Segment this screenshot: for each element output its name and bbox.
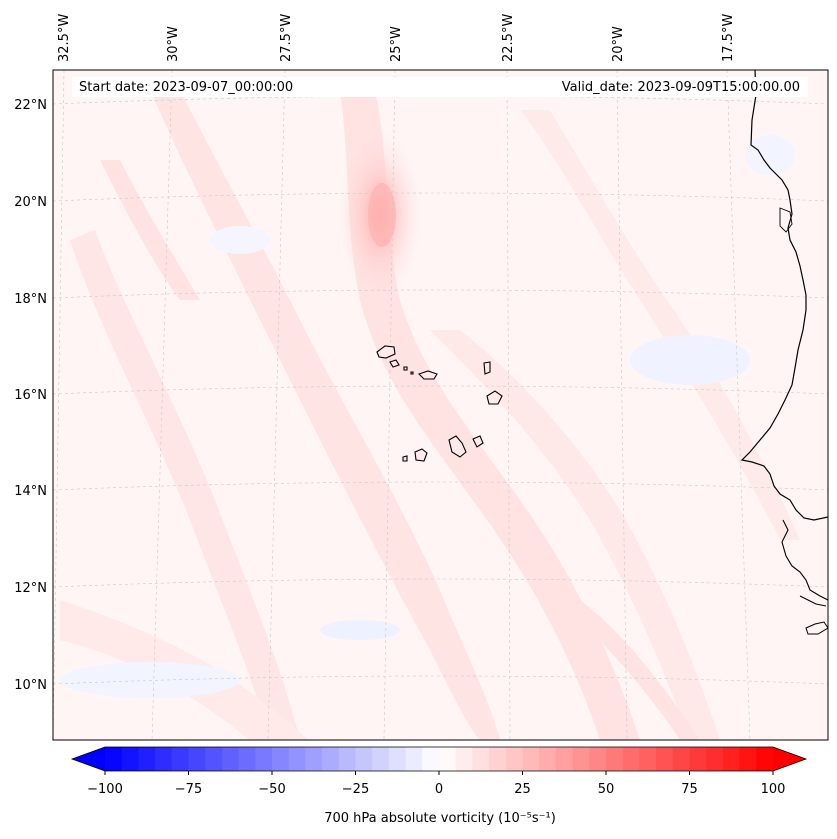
lon-label: 27.5°W (279, 14, 294, 62)
colorbar-segment (439, 747, 457, 771)
colorbar-tick-label: 25 (514, 782, 531, 797)
colorbar-segment (756, 747, 774, 771)
colorbar-segment (555, 747, 574, 771)
colorbar-segment (138, 747, 156, 771)
colorbar-tick-label: 0 (435, 782, 443, 797)
colorbar-segment (355, 747, 373, 771)
gridlines (53, 70, 828, 740)
lat-label: 14°N (14, 484, 47, 499)
colorbar-segment (105, 747, 123, 771)
colorbar-segment (305, 747, 323, 771)
colorbar-segment (722, 747, 741, 771)
colorbar-segment (422, 747, 440, 771)
colorbar-segment (338, 747, 356, 771)
lat-label: 10°N (14, 678, 47, 693)
colorbar-segment (672, 747, 690, 771)
colorbar-segment (505, 747, 523, 771)
colorbar-label: 700 hPa absolute vorticity (10⁻⁵s⁻¹) (324, 811, 556, 826)
info-box (72, 77, 808, 97)
lat-label: 22°N (14, 98, 47, 113)
colorbar-segment (288, 747, 306, 771)
colorbar: −100 −75 −50 −25 0 25 50 75 100 700 hPa absolute… (70, 746, 808, 826)
colorbar-tick-label: 75 (681, 782, 698, 797)
colorbar-segment (372, 747, 390, 771)
lat-label: 16°N (14, 388, 47, 403)
colorbar-segment (322, 747, 340, 771)
lon-label: 17.5°W (721, 14, 736, 62)
lat-label: 12°N (14, 581, 47, 596)
colorbar-tick-label: 50 (598, 782, 615, 797)
colorbar-segment (121, 747, 139, 771)
cape-verde-islands (376, 345, 503, 462)
lon-label: 32.5°W (57, 14, 72, 62)
colorbar-tick-label: 100 (761, 782, 786, 797)
colorbar-segment (656, 747, 674, 771)
colorbar-ticks: −100 −75 −50 −25 0 25 50 75 100 (87, 771, 785, 797)
colorbar-tick-label: −25 (342, 782, 369, 797)
colorbar-segment (405, 747, 423, 771)
colorbar-segment (739, 747, 757, 771)
lon-label: 20°W (611, 26, 626, 62)
colorbar-max-extend (773, 747, 806, 771)
start-date-label: Start date: 2023-09-07_00:00:00 (79, 80, 293, 95)
colorbar-segment (221, 747, 240, 771)
lon-label: 22.5°W (501, 14, 516, 62)
colorbar-segment (205, 747, 223, 771)
colorbar-segment (388, 747, 407, 771)
lat-label: 20°N (14, 195, 47, 210)
colorbar-segment (188, 747, 206, 771)
colorbar-segment (171, 747, 189, 771)
colorbar-segment (539, 747, 557, 771)
colorbar-segment (255, 747, 273, 771)
map-frame (52, 69, 829, 741)
lat-label: 18°N (14, 292, 47, 307)
colorbar-segment (689, 747, 707, 771)
colorbar-tick-label: −50 (258, 782, 285, 797)
colorbar-segment (238, 747, 256, 771)
valid-date-label: Valid_date: 2023-09-09T15:00:00.00 (562, 80, 800, 95)
colorbar-tick-label: −75 (175, 782, 202, 797)
colorbar-segment (472, 747, 490, 771)
longitude-labels: 32.5°W 30°W 27.5°W 25°W 22.5°W 20°W 17.5… (57, 14, 736, 62)
colorbar-segment (155, 747, 173, 771)
colorbar-segment (572, 747, 590, 771)
colorbar-segment (489, 747, 507, 771)
colorbar-segment (589, 747, 607, 771)
colorbar-segment (639, 747, 657, 771)
colorbar-min-extend (72, 747, 105, 771)
colorbar-segment (455, 747, 473, 771)
coastline (740, 70, 828, 521)
colorbar-tick-label: −100 (87, 782, 123, 797)
colorbar-segment (522, 747, 540, 771)
colorbar-segment (706, 747, 724, 771)
latitude-labels: 22°N 20°N 18°N 16°N 14°N 12°N 10°N (14, 98, 47, 693)
colorbar-segment (272, 747, 290, 771)
colorbar-segment (606, 747, 624, 771)
lon-label: 30°W (166, 26, 181, 62)
vorticity-field (53, 70, 828, 740)
colorbar-segment (622, 747, 640, 771)
lon-label: 25°W (389, 26, 404, 62)
